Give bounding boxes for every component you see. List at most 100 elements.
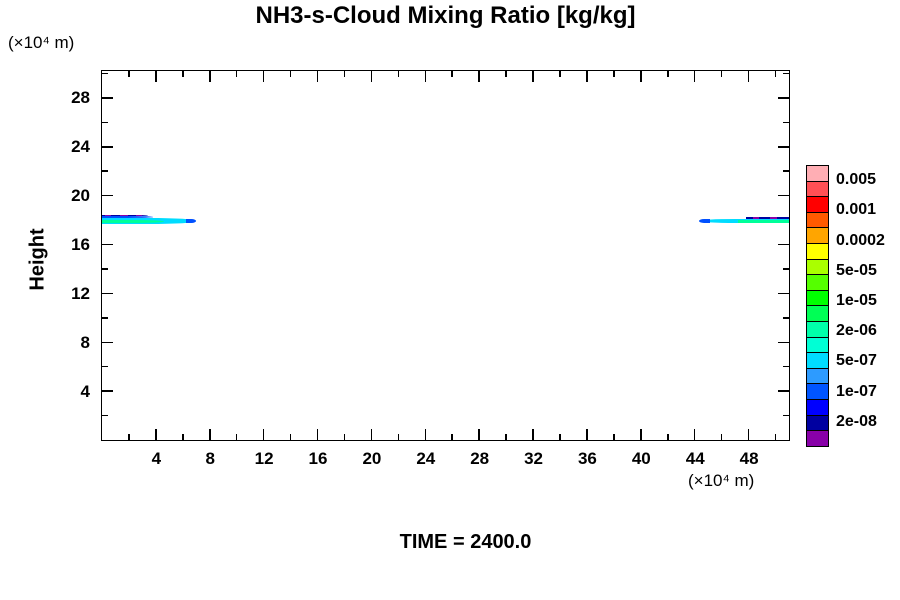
y-minor-tick [783,121,789,124]
x-minor-tick [289,434,292,440]
x-tick-label: 32 [524,449,543,468]
colorbar-cell [806,180,829,198]
y-axis-unit-label: (×10⁴ m) [8,33,75,52]
colorbar-cell [806,367,829,385]
x-minor-tick [451,434,453,440]
x-major-tick [586,429,588,440]
x-major-tick [693,71,696,82]
y-minor-tick [102,414,108,417]
colorbar-cell [806,274,829,292]
colorbar-cell [806,305,829,323]
colorbar-label: 1e-05 [836,291,877,309]
x-tick-label: 20 [362,449,382,468]
y-tick-label: 20 [71,186,90,206]
x-major-tick [370,429,373,440]
y-major-tick [778,390,789,392]
x-major-tick [693,429,696,440]
left-cloud-contour-segment [102,216,154,219]
x-major-tick [262,429,265,440]
x-minor-tick [667,71,669,77]
x-major-tick [262,71,265,82]
x-tick-label: 28 [470,449,490,468]
x-minor-tick [128,71,130,77]
x-major-tick [370,71,373,82]
x-major-tick [640,429,642,440]
y-tick-label: 8 [80,332,90,352]
x-tick-label: 4 [151,449,162,468]
colorbar-cell [806,227,829,245]
y-major-tick [102,243,113,246]
page-title: NH3-s-Cloud Mixing Ratio [kg/kg] [255,2,636,29]
plot-area [101,70,790,441]
x-minor-tick [397,434,400,440]
colorbar-cell [806,242,829,261]
y-major-tick [778,146,789,148]
x-minor-tick [720,434,723,440]
x-major-tick [532,71,534,82]
colorbar-label: 2e-06 [836,322,877,340]
x-major-tick [747,429,750,440]
y-tick-label: 16 [71,235,90,254]
right-cloud-contour-segment [770,216,777,219]
y-minor-tick [783,268,789,270]
colorbar-cell [806,414,829,432]
right-cloud-contour-segment [699,219,710,223]
x-major-tick [316,429,319,440]
x-minor-tick [397,71,400,77]
y-tick-label: 4 [80,381,90,401]
x-axis-unit-label: (×10⁴ m) [688,471,755,490]
y-major-tick [102,292,113,295]
left-cloud-contour-segment [119,214,128,217]
colorbar-label: 1e-07 [836,382,877,400]
x-tick-label: 8 [205,449,215,468]
y-major-tick [778,292,789,295]
x-major-tick [640,71,642,82]
x-tick-label: 48 [739,449,759,468]
x-minor-tick [451,71,453,77]
y-minor-tick [102,365,108,368]
x-minor-tick [289,71,292,77]
time-label: TIME = 2400.0 [399,531,532,553]
right-cloud-contour-segment [737,220,789,223]
left-cloud-contour-segment [102,219,164,223]
x-tick-label: 44 [685,449,705,468]
y-minor-tick [783,170,789,172]
x-major-tick [532,429,534,440]
y-minor-tick [102,121,108,124]
x-minor-tick [667,434,669,440]
x-minor-tick [613,71,615,77]
x-tick-label: 36 [577,449,597,468]
y-minor-tick [783,414,789,417]
x-major-tick [155,71,157,82]
colorbar-cell [806,430,829,448]
x-minor-tick [128,434,130,440]
colorbar-cell [806,383,829,401]
x-minor-tick [343,434,346,440]
x-minor-tick [505,71,507,77]
y-major-tick [778,194,789,197]
y-major-tick [102,146,113,148]
x-minor-tick [559,434,561,440]
y-major-tick [778,243,789,246]
x-minor-tick [235,71,238,77]
colorbar-cell [806,196,829,214]
x-tick-label: 24 [416,449,436,468]
left-cloud-contour-segment [185,218,196,224]
colorbar-cell [806,289,829,307]
colorbar-cell [806,165,829,183]
colorbar-cell [806,398,829,416]
x-major-tick [424,71,427,82]
y-minor-tick [102,170,108,172]
y-tick-label: 24 [71,137,90,157]
x-minor-tick [182,71,184,77]
x-minor-tick [235,434,238,440]
colorbar-cell [806,320,829,339]
colorbar-cell [806,352,829,370]
x-major-tick [155,429,157,440]
y-minor-tick [783,365,789,368]
left-cloud-contour-segment [104,214,112,217]
right-cloud-contour-segment [752,216,760,219]
x-minor-tick [559,71,561,77]
colorbar-label: 0.005 [836,171,877,189]
colorbar-label: 5e-07 [836,352,877,370]
